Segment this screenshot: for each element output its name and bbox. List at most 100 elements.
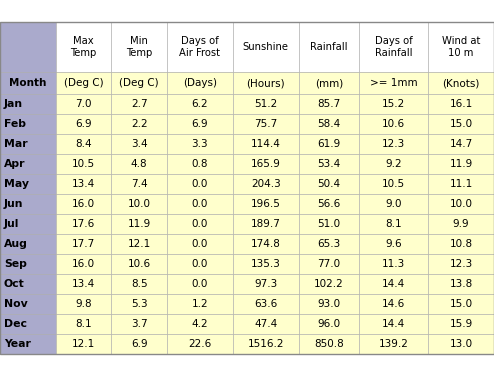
Bar [233,334,299,354]
Bar [0,294,56,314]
Bar [0,234,56,254]
Bar [428,274,494,294]
Text: 0.0: 0.0 [192,219,208,229]
Bar [167,274,233,294]
Text: 97.3: 97.3 [254,279,277,289]
Bar [428,72,494,94]
Bar [359,254,428,274]
Bar [233,22,299,72]
Bar [111,154,167,174]
Bar [359,134,428,154]
Bar [56,72,111,94]
Text: 139.2: 139.2 [379,339,409,349]
Bar [56,154,111,174]
Bar [56,314,111,334]
Text: Jan: Jan [4,99,23,109]
Text: Days of
Rainfall: Days of Rainfall [375,36,412,58]
Text: 9.9: 9.9 [453,219,469,229]
Text: 6.9: 6.9 [192,119,208,129]
Bar [233,154,299,174]
Bar [167,154,233,174]
Bar [56,134,111,154]
Text: 10.6: 10.6 [127,259,151,269]
Bar [167,294,233,314]
Bar [0,174,56,194]
Text: 850.8: 850.8 [314,339,344,349]
Text: Month: Month [9,78,46,88]
Text: Aug: Aug [4,239,28,249]
Text: 0.8: 0.8 [192,159,208,169]
Bar [111,294,167,314]
Bar [428,214,494,234]
Bar [56,334,111,354]
Text: Aberporth 1961 – 1990: Aberporth 1961 – 1990 [9,5,160,18]
Bar [359,314,428,334]
Text: Sunshine: Sunshine [243,42,288,52]
Text: 61.9: 61.9 [317,139,341,149]
Bar [359,294,428,314]
Bar [299,114,359,134]
Text: 13.4: 13.4 [72,179,95,189]
Bar [299,274,359,294]
Bar [359,154,428,174]
Text: 9.2: 9.2 [385,159,402,169]
Text: 14.4: 14.4 [382,279,406,289]
Text: 50.4: 50.4 [318,179,340,189]
Text: 16.0: 16.0 [72,259,95,269]
Text: 53.4: 53.4 [317,159,341,169]
Text: Sep: Sep [4,259,27,269]
Text: 47.4: 47.4 [254,319,277,329]
Text: Min
Temp: Min Temp [126,36,152,58]
Bar [56,294,111,314]
Bar [0,314,56,334]
Text: 9.8: 9.8 [75,299,92,309]
Text: 10.5: 10.5 [72,159,95,169]
Text: 17.7: 17.7 [72,239,95,249]
Bar [359,234,428,254]
Bar [299,154,359,174]
Text: Jun: Jun [4,199,24,209]
Bar [233,194,299,214]
Bar [0,334,56,354]
Bar [359,174,428,194]
Text: 11.9: 11.9 [450,159,473,169]
Text: 13.4: 13.4 [72,279,95,289]
Bar [0,274,56,294]
Bar [299,22,359,72]
Text: 204.3: 204.3 [251,179,281,189]
Text: (Deg C): (Deg C) [64,78,103,88]
Bar [111,94,167,114]
Bar [428,234,494,254]
Bar [233,294,299,314]
Bar [111,194,167,214]
Bar [233,234,299,254]
Text: 174.8: 174.8 [251,239,281,249]
Text: 96.0: 96.0 [318,319,340,329]
Text: Mar: Mar [4,139,28,149]
Bar [56,174,111,194]
Bar [167,134,233,154]
Text: 8.5: 8.5 [131,279,148,289]
Text: 9.0: 9.0 [385,199,402,209]
Text: 10.0: 10.0 [127,199,151,209]
Bar [56,114,111,134]
Text: 11.9: 11.9 [127,219,151,229]
Bar [111,254,167,274]
Bar [359,94,428,114]
Text: 63.6: 63.6 [254,299,277,309]
Bar [56,274,111,294]
Text: 11.3: 11.3 [382,259,406,269]
Text: 22.6: 22.6 [188,339,211,349]
Text: (Hours): (Hours) [247,78,285,88]
Text: Nov: Nov [4,299,28,309]
Bar [111,22,167,72]
Text: Year: Year [4,339,31,349]
Text: 10.5: 10.5 [382,179,406,189]
Bar [233,254,299,274]
Bar [428,114,494,134]
Bar [56,22,111,72]
Text: 135.3: 135.3 [251,259,281,269]
Bar [111,134,167,154]
Bar [111,174,167,194]
Text: 1516.2: 1516.2 [247,339,284,349]
